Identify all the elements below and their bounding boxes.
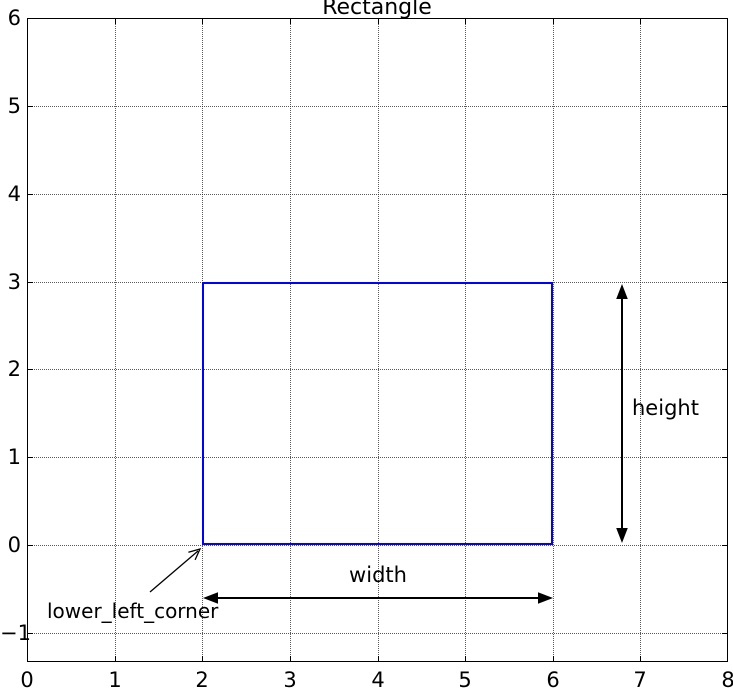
tick-right-2 — [722, 369, 727, 370]
y-tick-label-4: 4 — [7, 182, 21, 206]
x-tick-label-5: 5 — [458, 668, 472, 692]
gridline-y5 — [28, 106, 727, 107]
tick-top-6 — [553, 19, 554, 24]
gridline-y2 — [28, 369, 727, 370]
tick-left-1 — [28, 457, 33, 458]
lower-left-corner-label: lower_left_corner — [47, 599, 219, 623]
tick-right-0 — [722, 545, 727, 546]
x-tick-label-2: 2 — [195, 668, 209, 692]
x-tick-label-6: 6 — [546, 668, 560, 692]
gridline-x5 — [465, 19, 466, 661]
tick-bottom-2 — [202, 656, 203, 661]
tick-bottom-1 — [115, 656, 116, 661]
x-tick-label-3: 3 — [283, 668, 297, 692]
x-tick-label-1: 1 — [108, 668, 122, 692]
tick-left--1 — [28, 633, 33, 634]
height-arrow — [616, 284, 628, 543]
tick-bottom-5 — [465, 656, 466, 661]
rectangle-patch — [202, 282, 553, 545]
gridline-y1 — [28, 457, 727, 458]
tick-top-1 — [115, 19, 116, 24]
tick-top-7 — [640, 19, 641, 24]
tick-top-4 — [378, 19, 379, 24]
y-tick-label-1: 1 — [7, 445, 21, 469]
x-tick-label-0: 0 — [20, 668, 34, 692]
y-tick-label-3: 3 — [7, 270, 21, 294]
plot-area — [27, 18, 728, 662]
y-tick-label-2: 2 — [7, 357, 21, 381]
gridline-y0 — [28, 545, 727, 546]
gridline-y4 — [28, 194, 727, 195]
tick-left-3 — [28, 282, 33, 283]
gridline-x1 — [115, 19, 116, 661]
chart-title: Rectangle — [322, 0, 432, 20]
x-tick-label-4: 4 — [371, 668, 385, 692]
tick-right-1 — [722, 457, 727, 458]
tick-top-3 — [290, 19, 291, 24]
tick-left-0 — [28, 545, 33, 546]
tick-left-5 — [28, 106, 33, 107]
gridline-x4 — [378, 19, 379, 661]
tick-right-5 — [722, 106, 727, 107]
tick-left-4 — [28, 194, 33, 195]
lower-left-corner-arrow — [149, 548, 202, 593]
tick-bottom-4 — [378, 656, 379, 661]
tick-bottom-3 — [290, 656, 291, 661]
tick-right--1 — [722, 633, 727, 634]
gridline-y-1 — [28, 633, 727, 634]
tick-bottom-6 — [553, 656, 554, 661]
y-tick-label-5: 5 — [7, 94, 21, 118]
x-tick-label-8: 8 — [721, 668, 733, 692]
tick-top-5 — [465, 19, 466, 24]
gridline-x6 — [553, 19, 554, 661]
width-label: width — [349, 563, 407, 587]
gridline-x3 — [290, 19, 291, 661]
gridline-x7 — [640, 19, 641, 661]
tick-left-2 — [28, 369, 33, 370]
tick-bottom-7 — [640, 656, 641, 661]
tick-right-3 — [722, 282, 727, 283]
y-tick-label-6: 6 — [7, 6, 21, 30]
tick-top-2 — [202, 19, 203, 24]
tick-right-4 — [722, 194, 727, 195]
width-arrow — [203, 592, 553, 604]
y-tick-label-0: 0 — [7, 533, 21, 557]
height-label: height — [632, 396, 699, 420]
x-tick-label-7: 7 — [633, 668, 647, 692]
